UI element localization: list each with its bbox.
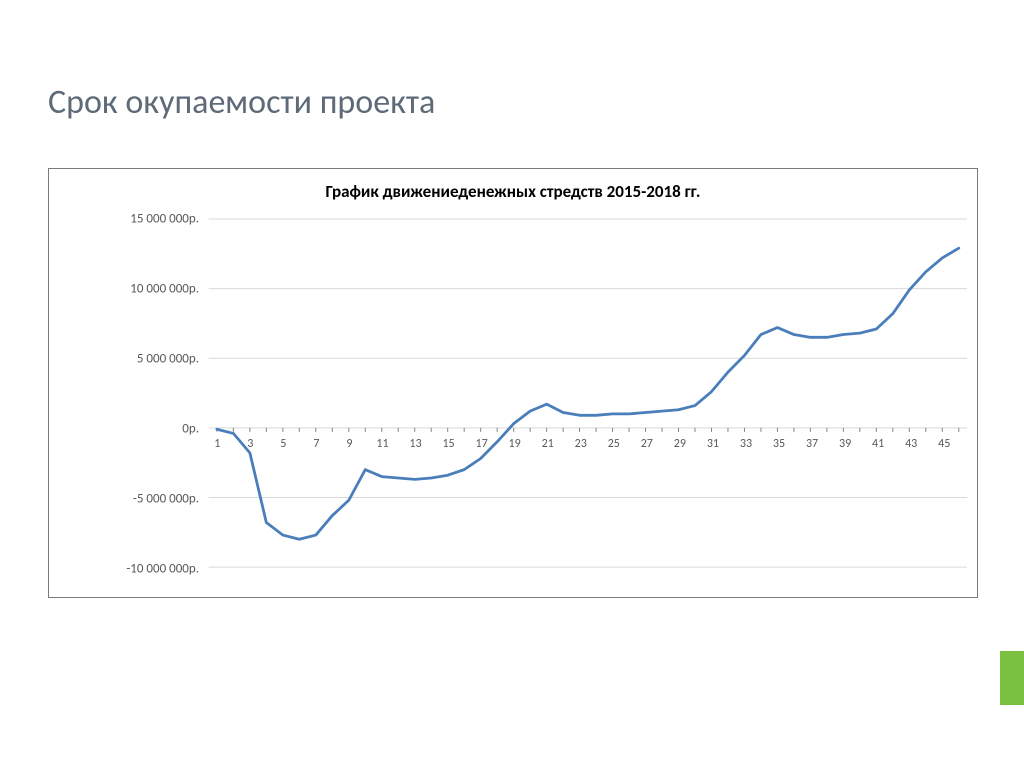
- chart-svg: [49, 209, 977, 587]
- x-axis-label: 45: [938, 437, 950, 451]
- x-axis-label: 9: [346, 437, 352, 451]
- x-axis-label: 7: [313, 437, 319, 451]
- y-axis-label: 10 000 000р.: [130, 282, 199, 297]
- x-axis-label: 33: [740, 437, 752, 451]
- x-axis-label: 11: [376, 437, 388, 451]
- x-axis-label: 35: [773, 437, 785, 451]
- x-axis-label: 43: [905, 437, 917, 451]
- x-axis-label: 27: [641, 437, 653, 451]
- x-axis-label: 13: [409, 437, 421, 451]
- x-axis-label: 21: [542, 437, 554, 451]
- y-axis-label: 0р.: [182, 422, 199, 437]
- y-axis-label: 5 000 000р.: [137, 352, 199, 367]
- x-axis-label: 1: [214, 437, 220, 451]
- plot-area: -10 000 000р. -5 000 000р. 0р. 5 000 000р. 1…: [49, 209, 977, 587]
- y-axis-label: 15 000 000р.: [130, 212, 199, 227]
- x-axis-label: 41: [872, 437, 884, 451]
- x-axis-label: 3: [247, 437, 253, 451]
- x-axis-label: 19: [509, 437, 521, 451]
- y-axis-label: -10 000 000р.: [126, 562, 199, 577]
- x-axis-label: 25: [608, 437, 620, 451]
- x-axis-label: 23: [575, 437, 587, 451]
- chart-title: График движениеденежных стредств 2015-20…: [49, 169, 977, 206]
- x-axis-label: 29: [674, 437, 686, 451]
- x-axis-label: 15: [442, 437, 454, 451]
- line-chart: График движениеденежных стредств 2015-20…: [48, 168, 978, 598]
- x-axis-label: 5: [280, 437, 286, 451]
- y-axis-label: -5 000 000р.: [133, 492, 199, 507]
- x-axis-label: 37: [806, 437, 818, 451]
- x-axis-label: 39: [839, 437, 851, 451]
- x-axis-label: 31: [707, 437, 719, 451]
- x-axis-label: 17: [476, 437, 488, 451]
- accent-block: [1000, 651, 1024, 705]
- slide-title: Срок окупаемости проекта: [48, 82, 435, 123]
